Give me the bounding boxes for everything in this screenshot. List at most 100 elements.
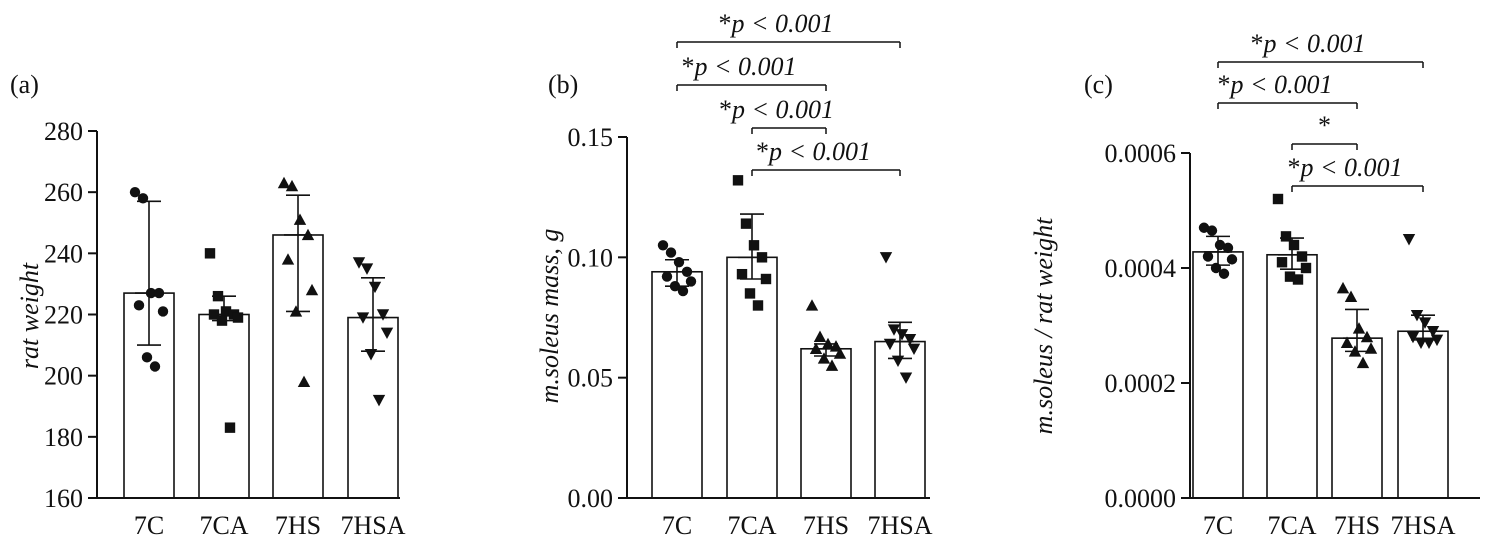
data-point <box>297 375 311 387</box>
x-tick-label: 7HSA <box>867 511 932 540</box>
data-point <box>281 253 295 265</box>
data-point <box>289 305 303 317</box>
data-point <box>760 273 772 285</box>
data-point <box>813 330 827 342</box>
data-point <box>301 228 315 241</box>
y-tick-label: 180 <box>44 423 83 452</box>
data-point <box>657 240 669 251</box>
data-point <box>376 309 390 321</box>
data-point <box>809 342 823 354</box>
data-point <box>1222 242 1234 254</box>
significance-star: * <box>1318 111 1331 140</box>
data-point <box>891 355 905 368</box>
data-point <box>305 283 319 296</box>
data-point <box>285 179 299 192</box>
data-point <box>899 372 913 384</box>
panel-a-label: (a) <box>10 70 39 99</box>
data-point <box>212 290 224 302</box>
data-point <box>752 300 764 311</box>
y-tick-label: 260 <box>44 178 83 207</box>
data-point <box>157 306 169 317</box>
data-point <box>833 347 847 359</box>
bar-7ca <box>198 313 250 499</box>
significance-star: * <box>1288 153 1301 182</box>
data-point <box>732 175 744 186</box>
x-tick-label: 7HSA <box>340 511 405 540</box>
data-point <box>220 306 232 317</box>
data-point <box>1426 326 1440 338</box>
data-point <box>368 281 382 294</box>
significance-label: *p < 0.001 <box>1251 29 1366 58</box>
data-point <box>1348 345 1362 357</box>
data-point <box>1360 330 1374 343</box>
x-tick-label: 7C <box>1203 511 1233 540</box>
significance-label: *p < 0.001 <box>756 137 871 166</box>
data-point <box>380 327 394 340</box>
data-point <box>1284 271 1296 282</box>
data-point <box>1406 331 1420 344</box>
significance-star: * <box>1251 29 1264 58</box>
data-point <box>149 361 161 372</box>
y-tick-label: 0.0006 <box>1105 139 1177 168</box>
y-tick-label: 200 <box>44 362 83 391</box>
panel-b-label: (b) <box>548 70 578 99</box>
data-point <box>204 248 216 259</box>
x-tick-label: 7HS <box>803 511 849 540</box>
x-tick-label: 7HS <box>275 511 321 540</box>
data-point <box>141 352 153 363</box>
data-point <box>744 288 756 299</box>
y-tick-label: 240 <box>44 239 83 268</box>
data-point <box>1356 356 1370 369</box>
y-tick-label: 0.10 <box>568 243 614 272</box>
significance-star: * <box>719 95 732 124</box>
data-point <box>1414 337 1428 349</box>
bar-7c <box>651 270 703 499</box>
data-point <box>1418 317 1432 329</box>
y-tick-label: 0.00 <box>568 484 614 513</box>
y-tick-label: 0.0004 <box>1105 254 1177 283</box>
data-point <box>1272 193 1284 205</box>
panel-a: (a) rat weight 160 180 200 220 240 260 280 7C 7C… <box>10 70 406 540</box>
data-point <box>1300 262 1312 274</box>
data-point <box>1430 334 1444 347</box>
panel-c-ylabel: m.soleus / rat weight <box>1029 217 1058 434</box>
data-point <box>356 312 370 324</box>
data-point <box>1226 254 1238 265</box>
significance-label: * <box>1318 111 1331 140</box>
data-point <box>661 271 673 282</box>
data-point <box>1364 342 1378 354</box>
significance-star: * <box>756 137 769 166</box>
data-point <box>145 287 157 299</box>
data-point <box>277 176 291 189</box>
y-tick-label: 0.0000 <box>1105 484 1177 513</box>
data-point <box>293 213 307 225</box>
data-point <box>879 252 893 264</box>
data-point <box>153 287 165 299</box>
data-point <box>137 193 149 204</box>
significance-label: *p < 0.001 <box>1288 153 1403 182</box>
data-point <box>1206 225 1218 236</box>
data-point <box>829 340 843 352</box>
data-point <box>1292 274 1304 285</box>
significance-p-value: p < 0.001 <box>1299 153 1403 182</box>
data-point <box>903 333 917 346</box>
data-point <box>1214 239 1226 251</box>
bar-7hsa <box>874 340 926 499</box>
x-tick-label: 7CA <box>199 511 248 540</box>
bar-7hs <box>800 347 852 499</box>
data-point <box>133 300 145 311</box>
data-point <box>1352 322 1366 334</box>
data-point <box>360 263 374 275</box>
data-point <box>129 186 141 198</box>
panel-b: (b) m.soleus mass, g 0.00 0.05 0.10 0.15 7C 7… <box>535 9 933 540</box>
data-point <box>1280 231 1292 242</box>
data-point <box>1402 234 1416 246</box>
data-point <box>825 359 839 371</box>
data-point <box>685 276 697 287</box>
x-tick-label: 7CA <box>1267 511 1316 540</box>
data-point <box>1198 222 1210 233</box>
y-tick-label: 160 <box>44 484 83 513</box>
